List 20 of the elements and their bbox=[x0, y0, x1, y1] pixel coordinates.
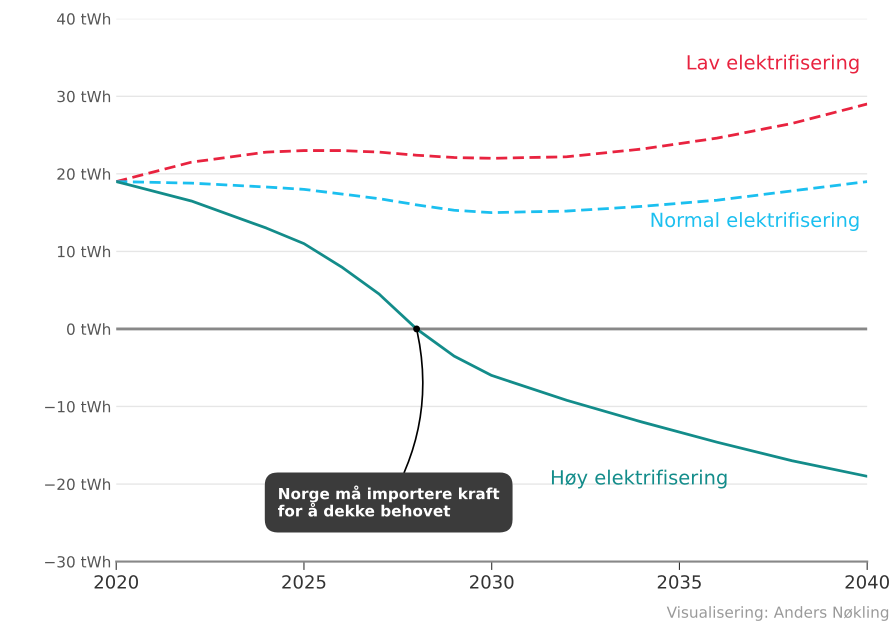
x-tick-label: 2020 bbox=[94, 575, 138, 589]
text: Visualisering: Anders Nøkling bbox=[666, 606, 888, 621]
x-tick-label: 2025 bbox=[282, 575, 326, 589]
y-tick-label: 10 tWh bbox=[58, 246, 110, 258]
x-tick-label: 2040 bbox=[846, 575, 889, 589]
annotation: Norge må importere kraft for å dekke behovet bbox=[278, 486, 500, 517]
series-label: Lav elektrifisering bbox=[688, 54, 858, 74]
series-label: Høy elektrifisering bbox=[552, 470, 727, 488]
y-tick-label: −10 tWh bbox=[45, 400, 110, 413]
series-label: Normal elektrifisering bbox=[652, 212, 858, 231]
x-tick-label: 2035 bbox=[658, 575, 701, 589]
line-series bbox=[116, 102, 868, 183]
y-tick-label: 30 tWh bbox=[57, 90, 110, 102]
y-tick-label: −20 tWh bbox=[45, 478, 110, 490]
line-series bbox=[116, 180, 868, 214]
y-tick-label: −30 tWh bbox=[45, 556, 110, 568]
y-tick-label: 40 tWh bbox=[57, 12, 110, 25]
y-tick-label: 0 tWh bbox=[67, 323, 110, 335]
x-tick-label: 2030 bbox=[470, 575, 514, 589]
y-tick-label: 20 tWh bbox=[57, 168, 110, 180]
